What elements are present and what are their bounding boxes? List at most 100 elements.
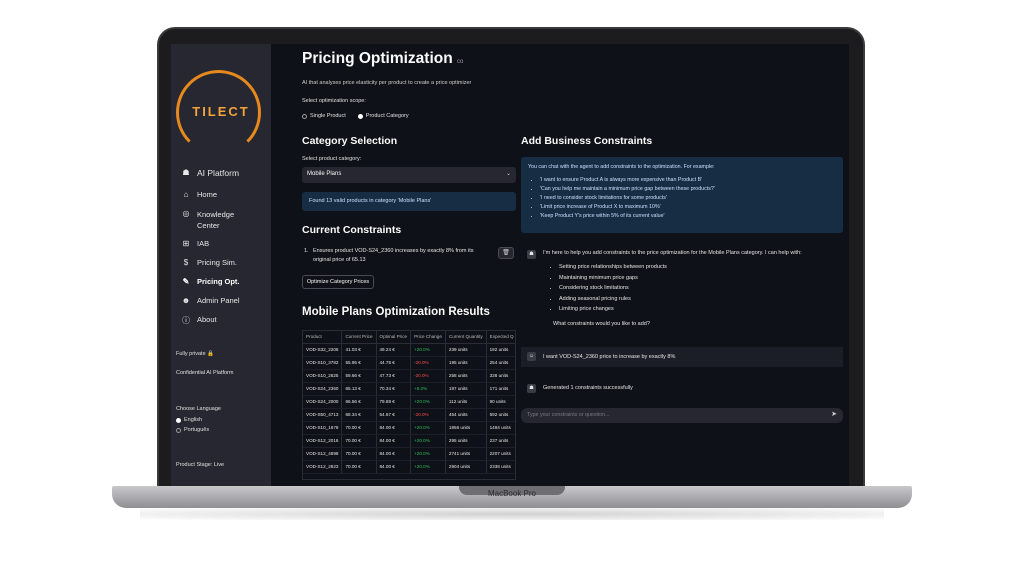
- chat-input[interactable]: Type your constraints or question... ➤: [521, 408, 843, 423]
- table-cell: 54.67 €: [376, 408, 412, 422]
- table-cell: 295 units: [445, 434, 487, 448]
- results-heading: Mobile Plans Optimization Results: [302, 306, 490, 318]
- column-header[interactable]: Current Price: [341, 331, 377, 344]
- table-cell: 2338 units: [486, 460, 515, 474]
- capability-item: Adding seasonal pricing rules: [559, 294, 843, 305]
- assistant-message: ☗ I'm here to help you add constraints t…: [521, 248, 843, 338]
- sidebar-item-ai-platform[interactable]: ☗ AI Platform: [181, 166, 269, 190]
- table-cell: VOD-S32_2206: [303, 343, 343, 357]
- table-row: VOD-S12_2823 70.00 €84.00 € +20.0% 2904 uni…: [303, 460, 515, 474]
- table-cell: 592 units: [486, 408, 515, 422]
- table-row: VOD-S10_1678 70.00 €84.00 € +20.0% 1856 uni…: [303, 421, 515, 435]
- dollar-icon: $: [183, 258, 189, 267]
- column-header[interactable]: Product: [303, 331, 343, 344]
- table-cell: VOD-S12_2016: [303, 434, 343, 448]
- table-cell: 59.66 €: [341, 369, 377, 383]
- sidebar-item-label: IAB: [197, 239, 210, 248]
- table-cell: 1494 units: [486, 421, 515, 435]
- delete-constraint-button[interactable]: 🗑: [498, 247, 514, 259]
- table-cell: 44.76 €: [376, 356, 412, 370]
- sidebar-item-label: Home: [197, 190, 218, 199]
- send-icon[interactable]: ➤: [831, 411, 837, 418]
- table-cell: -20.0%: [410, 369, 446, 383]
- user-message-text: I want VOD-S24_2360 price to increase by…: [543, 354, 676, 360]
- robot-icon: ☗: [182, 168, 190, 177]
- table-cell: 336 units: [486, 369, 515, 383]
- table-row: VOD-S12_4698 70.00 €84.00 € +20.0% 2741 uni…: [303, 447, 515, 461]
- sidebar-item-admin-panel[interactable]: ☻ Admin Panel: [181, 296, 269, 315]
- laptop-shadow: [140, 508, 884, 520]
- constraints-heading: Current Constraints: [302, 224, 402, 236]
- category-select-value: Mobile Plans: [307, 171, 342, 177]
- home-icon: ⌂: [183, 190, 189, 199]
- language-option-portugues[interactable]: Português: [176, 425, 209, 435]
- assistant-avatar-icon: ☗: [527, 384, 536, 393]
- platform-note: Confidential AI Platform: [176, 370, 234, 376]
- sidebar-item-label: About: [197, 315, 217, 324]
- table-row: VOD-S12_2016 70.00 €84.00 € +20.0% 295 unit…: [303, 434, 515, 448]
- language-option-english[interactable]: English: [176, 415, 209, 425]
- table-cell: 68.34 €: [341, 408, 377, 422]
- table-cell: VOD-S10_3782: [303, 356, 343, 370]
- column-header[interactable]: Price Change: [410, 331, 446, 344]
- chevron-down-icon: ⌄: [505, 171, 511, 177]
- sidebar-item-pricing-sim[interactable]: $ Pricing Sim.: [181, 258, 269, 277]
- page-title-text: Pricing Optimization: [302, 50, 453, 67]
- sidebar-item-pricing-opt[interactable]: ✎ Pricing Opt.: [181, 277, 269, 296]
- info-icon: ⓘ: [182, 316, 190, 325]
- table-cell: VOD-S50_4713: [303, 408, 343, 422]
- scope-option-product-category[interactable]: Product Category: [357, 111, 409, 121]
- logo-ring: [176, 70, 261, 155]
- table-row: VOD-S32_2206 41.03 €49.24 € +20.0% 239 unit…: [303, 343, 515, 357]
- brain-icon: ◎: [182, 209, 190, 218]
- privacy-note: Fully private 🔒: [176, 351, 215, 357]
- assistant-message-body: I'm here to help you add constraints to …: [543, 248, 843, 329]
- binoculars-icon: ⊞: [182, 239, 190, 248]
- main-content: Pricing Optimization co AI that analyses…: [302, 44, 849, 486]
- table-cell: 66.56 €: [341, 395, 377, 409]
- assistant-avatar-icon: ☗: [527, 250, 536, 259]
- column-header[interactable]: Optimal Price: [376, 331, 412, 344]
- optimize-category-prices-button[interactable]: Optimize Category Prices: [302, 275, 374, 289]
- sidebar-item-about[interactable]: ⓘ About: [181, 315, 269, 334]
- chat-examples-box: You can chat with the agent to add const…: [521, 157, 843, 233]
- table-row: VOD-S50_4713 68.34 €54.67 € -20.0% 454 unit…: [303, 408, 515, 422]
- table-row: VOD-S24_2000 66.56 €79.88 € +20.0% 112 unit…: [303, 395, 515, 409]
- table-cell: 171 units: [486, 382, 515, 396]
- wand-icon: ✎: [182, 277, 190, 286]
- table-cell: 454 units: [445, 408, 487, 422]
- sidebar-item-knowledge-center[interactable]: ◎ Knowledge Center: [181, 209, 269, 239]
- radio-selected-icon: [357, 113, 363, 119]
- sidebar-item-label: Knowledge Center: [197, 210, 235, 230]
- sidebar-item-iab[interactable]: ⊞ IAB: [181, 239, 269, 258]
- table-cell: +20.0%: [410, 421, 446, 435]
- scope-radio-group: Single Product Product Category: [302, 111, 409, 121]
- category-select[interactable]: Mobile Plans ⌄: [302, 167, 516, 183]
- table-cell: 49.24 €: [376, 343, 412, 357]
- sidebar-item-home[interactable]: ⌂ Home: [181, 190, 269, 209]
- category-select-label: Select product category:: [302, 156, 362, 162]
- table-cell: +8.0%: [410, 382, 446, 396]
- table-cell: 41.03 €: [341, 343, 377, 357]
- table-cell: 192 units: [486, 343, 515, 357]
- scope-option-label: Product Category: [365, 113, 409, 119]
- column-header[interactable]: Current Quantity: [445, 331, 487, 344]
- table-cell: +20.0%: [410, 447, 446, 461]
- table-cell: 70.34 €: [376, 382, 412, 396]
- admin-icon: ☻: [181, 296, 191, 305]
- table-cell: 84.00 €: [376, 460, 412, 474]
- table-row: VOD-S10_3782 55.95 €44.76 € -20.0% 195 unit…: [303, 356, 515, 370]
- found-products-message: Found 13 valid products in category 'Mob…: [302, 192, 516, 211]
- scope-option-single-product[interactable]: Single Product: [302, 111, 346, 121]
- laptop-notch: [459, 486, 565, 495]
- results-table[interactable]: Product Current Price Optimal Price Pric…: [302, 330, 516, 480]
- radio-unselected-icon: [176, 427, 181, 433]
- sidebar-item-label: Admin Panel: [197, 296, 240, 305]
- table-cell: 1856 units: [445, 421, 487, 435]
- table-cell: 70.00 €: [341, 434, 377, 448]
- table-cell: 84.00 €: [376, 447, 412, 461]
- table-cell: -20.0%: [410, 408, 446, 422]
- table-cell: 112 units: [445, 395, 487, 409]
- column-header[interactable]: Expected Q: [486, 331, 515, 344]
- table-cell: 237 units: [486, 434, 515, 448]
